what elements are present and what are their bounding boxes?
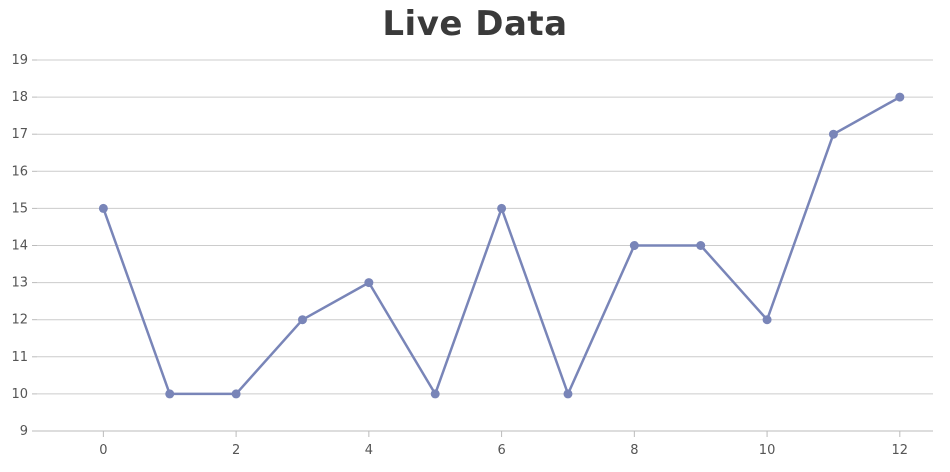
y-tick-label: 18 [11,90,28,105]
data-point [430,389,440,399]
y-tick-label: 19 [11,53,28,68]
y-tick-label: 13 [11,276,28,291]
x-tick-label: 0 [99,443,107,458]
data-point [165,389,175,399]
y-tick-label: 9 [20,424,28,439]
data-point [895,92,905,102]
y-tick-label: 14 [11,239,28,254]
data-point [696,241,706,250]
data-point [629,241,639,250]
data-point [231,389,241,399]
x-tick-label: 2 [232,443,240,458]
data-point [563,389,573,399]
data-point [497,203,507,213]
data-point [762,315,772,325]
x-tick-label: 10 [759,443,776,458]
data-point [297,315,307,325]
data-point [98,203,108,213]
data-point [364,278,374,288]
x-tick-label: 4 [365,443,373,458]
y-tick-label: 15 [11,201,28,216]
y-tick-label: 10 [11,387,28,402]
data-point [828,129,838,139]
y-tick-label: 16 [11,164,28,179]
y-tick-label: 11 [11,350,28,365]
y-tick-label: 17 [11,127,28,142]
x-tick-label: 6 [497,443,505,458]
chart-title: Live Data [382,4,568,44]
x-tick-label: 8 [630,443,638,458]
y-tick-label: 12 [11,313,28,328]
x-tick-label: 12 [892,443,909,458]
